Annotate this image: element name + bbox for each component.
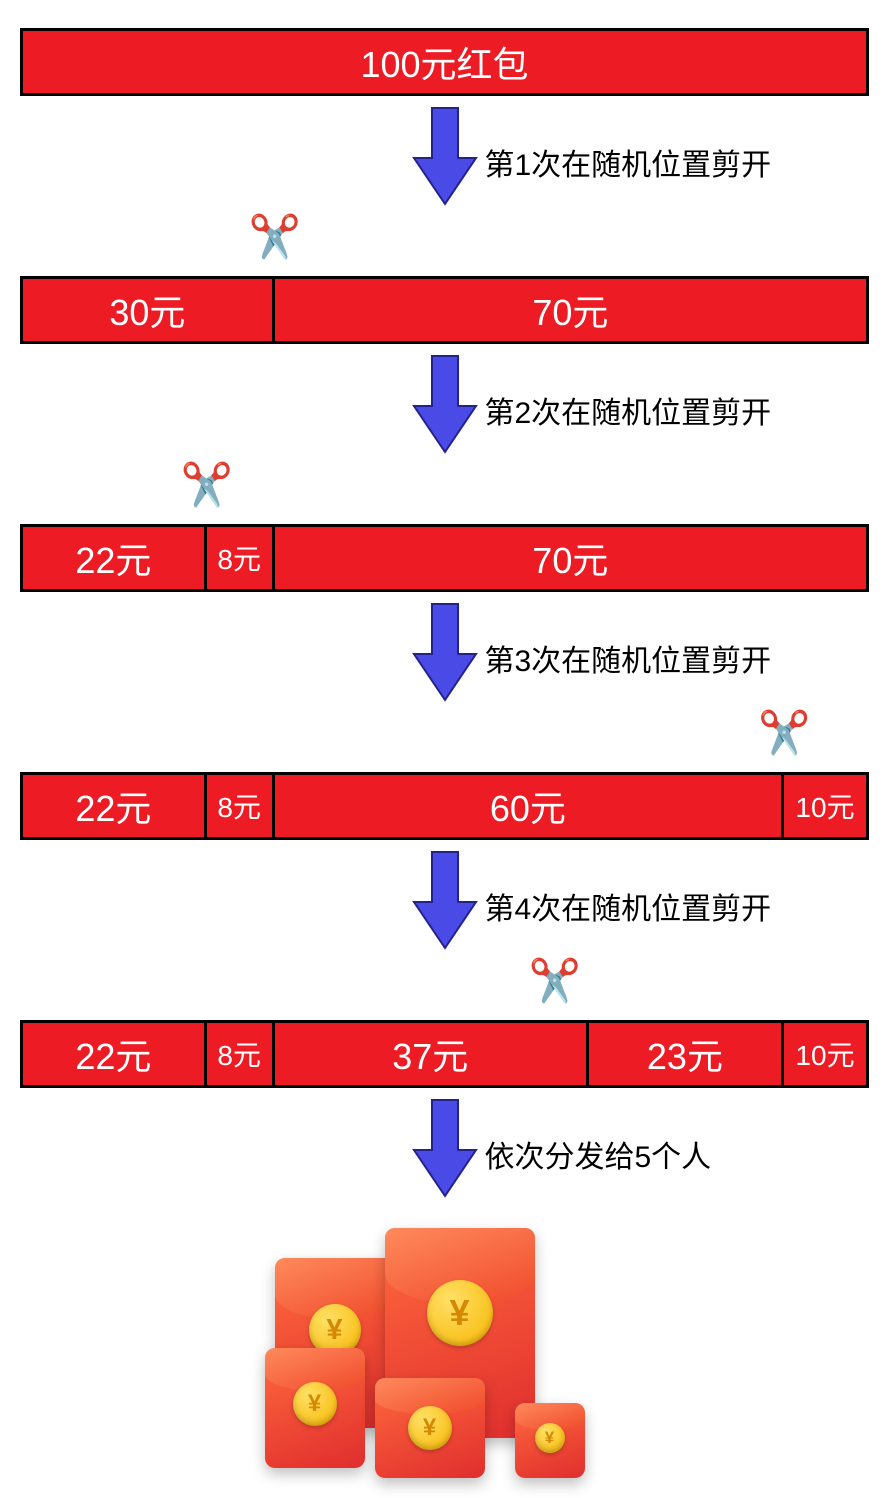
bar-segment: 8元: [207, 1020, 275, 1088]
scissors-icon: ✂️: [249, 216, 301, 258]
arrow-section-4: 依次分发给5个人: [20, 1088, 869, 1208]
scissors-marker-row: ✂️: [20, 712, 869, 764]
bar-row-4: 22元8元37元23元10元: [20, 1020, 869, 1088]
bar-row-1: 30元70元: [20, 276, 869, 344]
red-envelope: ¥: [515, 1403, 585, 1478]
arrow-label: 第3次在随机位置剪开: [485, 636, 772, 680]
down-arrow-icon: [410, 352, 480, 456]
scissors-marker-row: ✂️: [20, 960, 869, 1012]
bar-row-3: 22元8元60元10元: [20, 772, 869, 840]
down-arrow-icon: [410, 848, 480, 952]
red-envelope: ¥: [265, 1348, 365, 1468]
bar-row-0: 100元红包: [20, 28, 869, 96]
coin-icon: ¥: [535, 1423, 565, 1453]
red-envelopes-group: ¥ ¥ ¥ ¥ ¥: [255, 1218, 635, 1478]
arrow-section-0: 第1次在随机位置剪开: [20, 96, 869, 216]
arrow-label: 第2次在随机位置剪开: [485, 388, 772, 432]
down-arrow-icon: [410, 1096, 480, 1200]
coin-icon: ¥: [427, 1280, 493, 1346]
arrow-section-1: 第2次在随机位置剪开: [20, 344, 869, 464]
bar-segment: 37元: [275, 1020, 589, 1088]
coin-icon: ¥: [408, 1406, 452, 1450]
scissors-marker-row: ✂️: [20, 464, 869, 516]
bar-segment: 100元红包: [20, 28, 869, 96]
arrow-label: 第4次在随机位置剪开: [485, 884, 772, 928]
arrow-section-3: 第4次在随机位置剪开: [20, 840, 869, 960]
bar-segment: 23元: [589, 1020, 784, 1088]
arrow-section-2: 第3次在随机位置剪开: [20, 592, 869, 712]
bar-segment: 10元: [784, 772, 869, 840]
scissors-icon: ✂️: [758, 712, 810, 754]
bar-segment: 8元: [207, 772, 275, 840]
bar-segment: 22元: [20, 524, 207, 592]
bar-segment: 70元: [275, 276, 869, 344]
bar-segment: 22元: [20, 1020, 207, 1088]
bar-segment: 22元: [20, 772, 207, 840]
down-arrow-icon: [410, 104, 480, 208]
red-envelope: ¥: [375, 1378, 485, 1478]
scissors-icon: ✂️: [529, 960, 581, 1002]
scissors-marker-row: ✂️: [20, 216, 869, 268]
bar-segment: 30元: [20, 276, 275, 344]
bar-segment: 8元: [207, 524, 275, 592]
bar-segment: 70元: [275, 524, 869, 592]
arrow-label: 依次分发给5个人: [485, 1132, 712, 1176]
bar-segment: 10元: [784, 1020, 869, 1088]
bar-segment: 60元: [275, 772, 784, 840]
down-arrow-icon: [410, 600, 480, 704]
scissors-icon: ✂️: [181, 464, 233, 506]
bar-row-2: 22元8元70元: [20, 524, 869, 592]
arrow-label: 第1次在随机位置剪开: [485, 140, 772, 184]
coin-icon: ¥: [293, 1382, 337, 1426]
